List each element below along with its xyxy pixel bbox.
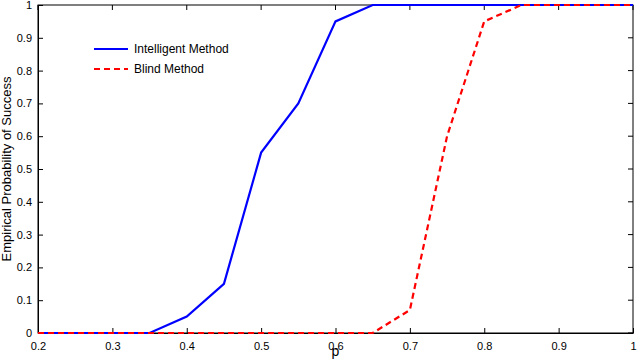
legend-label: Blind Method: [134, 62, 204, 76]
plot-frame: [38, 5, 633, 333]
y-tick-label: 1: [26, 0, 32, 11]
x-tick-label: 0.2: [31, 340, 46, 352]
y-tick-label: 0.3: [17, 229, 32, 241]
x-tick-mark-top: [186, 5, 187, 10]
y-tick: 0.5: [17, 163, 43, 175]
x-tick-mark-top: [112, 5, 113, 10]
legend-swatch: [94, 48, 128, 50]
y-tick-mark: [38, 267, 43, 268]
x-tick: 0.7: [403, 328, 418, 352]
y-tick-mark: [38, 71, 43, 72]
y-tick-label: 0.5: [17, 163, 32, 175]
y-tick-mark: [38, 103, 43, 104]
y-tick-label: 0.6: [17, 130, 32, 142]
x-tick-label: 1: [630, 340, 636, 352]
y-tick: 0.6: [17, 130, 43, 142]
y-axis: 0 0.1 0.2 0.3 0.4 0.5 0.6 0.7 0.8 0.9 1: [17, 0, 43, 339]
y-tick-mark-right: [628, 169, 633, 170]
y-tick: 0.7: [17, 97, 43, 109]
x-axis-title: p: [332, 343, 340, 359]
y-tick-mark: [38, 38, 43, 39]
x-tick-label: 0.5: [254, 340, 269, 352]
y-tick-label: 0.2: [17, 261, 32, 273]
y-tick-mark-right: [628, 136, 633, 137]
x-tick: 0.3: [105, 328, 120, 352]
y-tick-label: 0.1: [17, 294, 32, 306]
legend-label: Intelligent Method: [134, 42, 229, 56]
x-tick-mark: [633, 328, 634, 333]
y-tick-mark-right: [628, 300, 633, 301]
x-tick-label: 0.9: [551, 340, 566, 352]
plot: 0.2 0.3 0.4 0.5 0.6 0.7 0.8 0.9 1 0 0.1 0.2 0.3 0.4 0.…: [17, 0, 637, 352]
y-tick: 0.9: [17, 32, 43, 44]
x-tick-label: 0.8: [477, 340, 492, 352]
y-tick-mark-right: [628, 70, 633, 71]
x-tick-mark: [484, 328, 485, 333]
x-tick-mark: [187, 328, 188, 333]
y-tick-label: 0.8: [17, 65, 32, 77]
chart: 0.2 0.3 0.4 0.5 0.6 0.7 0.8 0.9 1 0 0.1 0.2 0.3 0.4 0.…: [0, 0, 640, 359]
x-tick: 0.5: [254, 328, 269, 352]
y-tick-mark-right: [628, 37, 633, 38]
x-tick-mark: [559, 328, 560, 333]
y-tick-mark: [38, 169, 43, 170]
y-tick-mark-right: [628, 267, 633, 268]
y-tick-mark-right: [628, 201, 633, 202]
series-line: [38, 5, 633, 333]
y-tick-mark: [38, 202, 43, 203]
x-tick-label: 0.7: [403, 340, 418, 352]
y-tick-mark-right: [628, 103, 633, 104]
x-tick-label: 0.4: [180, 340, 195, 352]
legend-box: [86, 35, 251, 89]
x-tick-mark: [336, 328, 337, 333]
series-line: [38, 5, 633, 333]
y-tick-label: 0.9: [17, 32, 32, 44]
x-tick: 0.9: [551, 328, 566, 352]
y-tick: 0.2: [17, 261, 43, 273]
y-tick-mark-right: [628, 234, 633, 235]
x-tick: 0.8: [477, 328, 492, 352]
x-tick-mark-top: [335, 5, 336, 10]
legend-swatch: [94, 68, 128, 70]
x-tick-label: 0.3: [105, 340, 120, 352]
y-tick-mark-right: [628, 333, 633, 334]
y-tick-mark: [38, 136, 43, 137]
x-tick-mark-top: [261, 5, 262, 10]
x-tick-mark-top: [38, 5, 39, 10]
x-tick-mark: [410, 328, 411, 333]
y-tick: 0.3: [17, 229, 43, 241]
y-axis-title: Empirical Probability of Success: [0, 76, 14, 261]
y-tick: 0.1: [17, 294, 43, 306]
y-tick-label: 0: [26, 327, 32, 339]
legend: Intelligent Method Blind Method: [86, 35, 251, 89]
x-tick: 1: [630, 328, 636, 352]
y-tick-mark: [38, 235, 43, 236]
y-tick-mark: [38, 300, 43, 301]
y-tick-label: 0.7: [17, 97, 32, 109]
series-group: [38, 5, 633, 333]
y-tick: 0.4: [17, 196, 43, 208]
y-tick: 1: [26, 0, 43, 11]
x-tick: 0.4: [180, 328, 195, 352]
y-tick-mark: [38, 5, 43, 6]
y-tick-label: 0.4: [17, 196, 32, 208]
y-tick: 0.8: [17, 65, 43, 77]
